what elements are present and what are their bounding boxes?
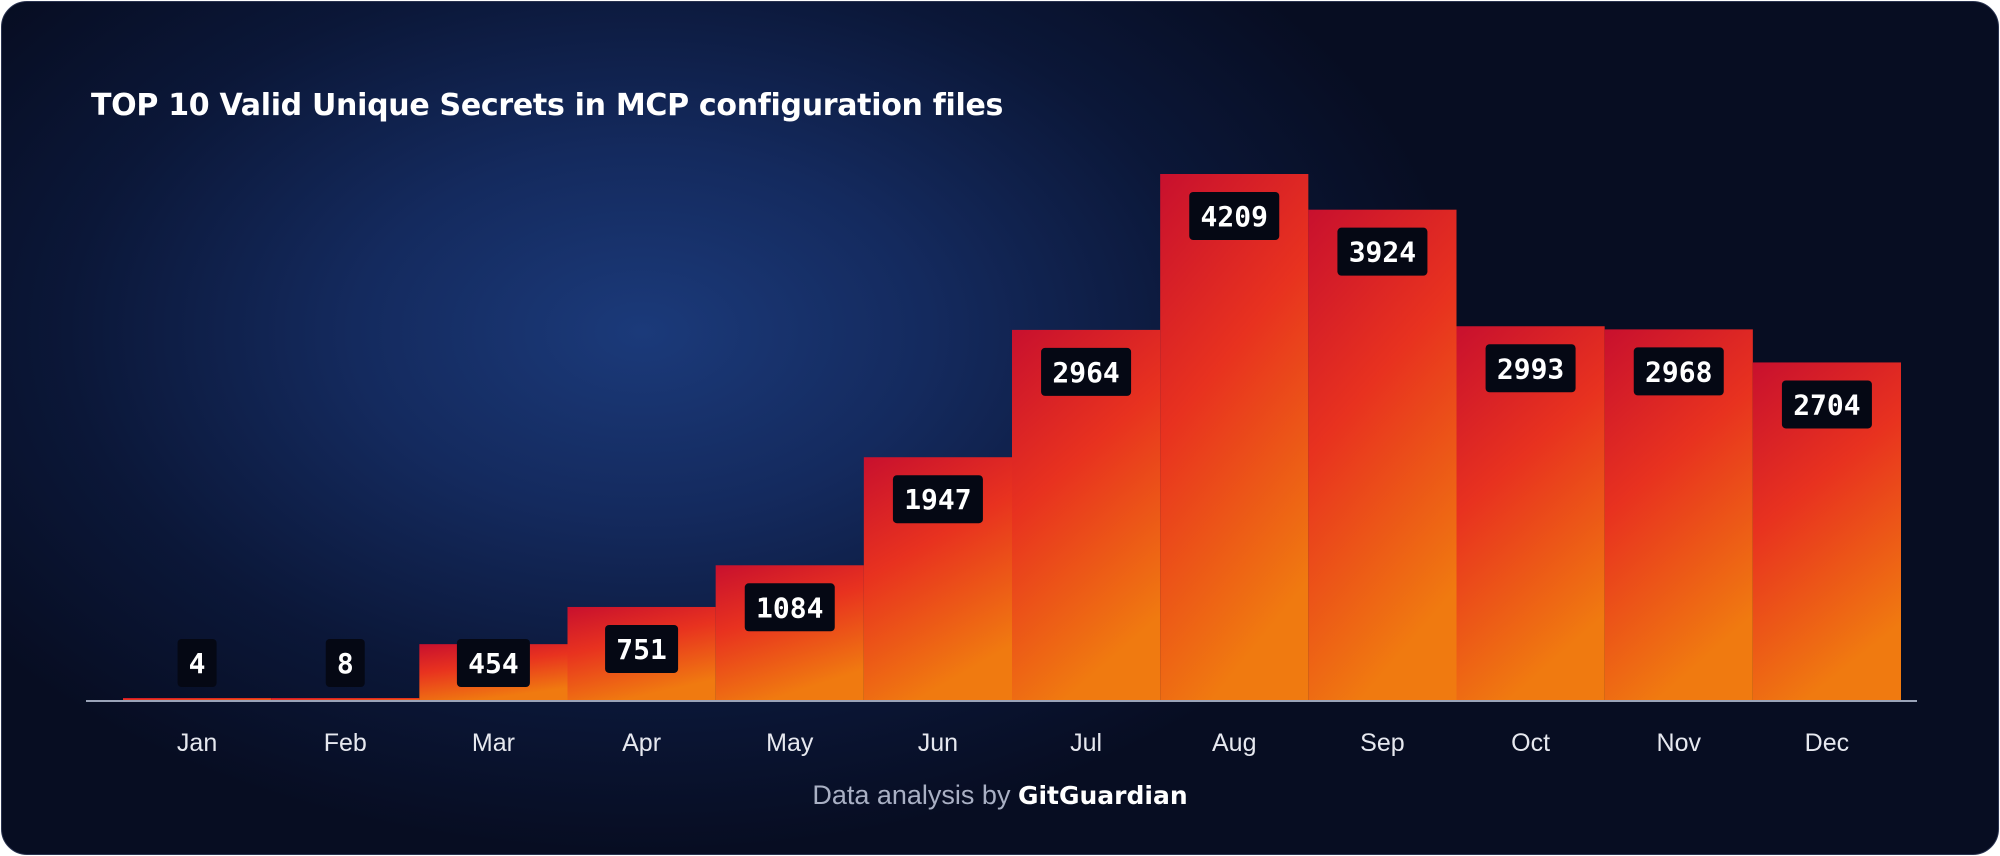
x-tick-feb: Feb (324, 729, 367, 757)
chart-title: TOP 10 Valid Unique Secrets in MCP confi… (91, 88, 1004, 123)
value-label-jun: 1947 (892, 475, 983, 524)
value-label-bg (1485, 344, 1576, 393)
x-tick-aug: Aug (1212, 729, 1256, 757)
value-label-jan: 4 (177, 639, 217, 687)
value-label-bg (1041, 347, 1132, 396)
value-label-text: 1084 (756, 591, 823, 624)
x-tick-labels-layer: Jan Feb Mar Apr May Jun Jul Aug Sep Oct Nov Dec (177, 729, 1849, 757)
x-tick-nov: Nov (1657, 729, 1702, 757)
value-label-text: 2704 (1793, 388, 1860, 421)
value-label-mar: 454 (456, 639, 530, 687)
value-label-aug: 4209 (1189, 192, 1280, 240)
value-label-text: 2993 (1497, 352, 1564, 385)
x-tick-jan: Jan (177, 729, 217, 757)
value-label-sep: 3924 (1337, 227, 1428, 276)
value-label-bg (325, 639, 365, 687)
value-label-text: 3924 (1349, 236, 1416, 269)
value-label-apr: 751 (605, 624, 679, 673)
value-label-may: 1084 (744, 583, 835, 632)
x-tick-sep: Sep (1360, 729, 1404, 757)
value-label-bg (605, 624, 679, 673)
x-tick-jul: Jul (1070, 729, 1102, 757)
value-label-bg (1781, 380, 1872, 429)
value-label-bg (744, 583, 835, 632)
value-label-text: 8 (337, 647, 354, 680)
x-tick-dec: Dec (1805, 729, 1849, 757)
x-tick-jun: Jun (918, 729, 958, 757)
value-label-feb: 8 (325, 639, 365, 687)
value-label-text: 2968 (1645, 355, 1712, 388)
x-tick-mar: Mar (472, 729, 515, 757)
value-label-dec: 2704 (1781, 380, 1872, 429)
value-label-text: 4209 (1201, 200, 1268, 233)
brand-name: GitGuardian (1017, 781, 1188, 810)
x-tick-may: May (766, 729, 814, 757)
value-label-bg (892, 475, 983, 524)
value-labels-layer: 4 8 454 751 1084 1947 2964 4209 3924 2993 2968 2704 (177, 192, 1872, 687)
x-tick-apr: Apr (622, 729, 661, 757)
value-label-text: 1947 (904, 483, 971, 516)
value-label-bg (1189, 192, 1280, 240)
value-label-bg (456, 639, 530, 687)
bar-sep (1308, 209, 1457, 701)
value-label-bg (177, 639, 217, 687)
attribution-prefix: Data analysis by (812, 780, 1018, 810)
bar-jan (123, 698, 272, 701)
bar-aug (1160, 174, 1309, 701)
value-label-bg (1633, 347, 1724, 396)
value-label-text: 454 (468, 647, 519, 680)
value-label-nov: 2968 (1633, 347, 1724, 396)
value-label-jul: 2964 (1041, 347, 1132, 396)
value-label-text: 751 (616, 633, 667, 666)
value-label-text: 4 (189, 647, 206, 680)
bar-feb (271, 698, 420, 701)
x-tick-oct: Oct (1511, 729, 1550, 757)
value-label-text: 2964 (1052, 356, 1119, 389)
value-label-oct: 2993 (1485, 344, 1576, 393)
attribution: Data analysis by GitGuardian (2, 780, 1998, 811)
bars-layer (123, 174, 1901, 701)
value-label-bg (1337, 227, 1428, 276)
